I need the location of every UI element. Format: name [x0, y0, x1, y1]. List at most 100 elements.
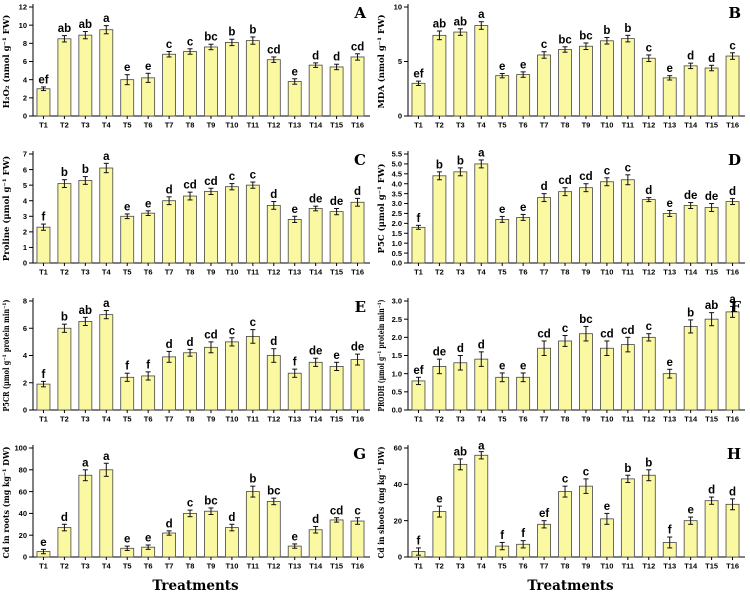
x-tick-label: T7 — [540, 562, 549, 571]
significance-letter: b — [687, 307, 694, 319]
bar-T13 — [287, 219, 302, 264]
significance-letter: de — [309, 194, 322, 206]
bar-T4 — [474, 25, 489, 117]
significance-letter: d — [708, 485, 715, 497]
bar-T4 — [99, 314, 114, 411]
x-tick-label: T14 — [684, 268, 698, 277]
significance-letter: ef — [539, 508, 549, 520]
x-tick-label: T5 — [123, 415, 132, 424]
x-tick-label: T2 — [60, 415, 69, 424]
bar-T4 — [99, 29, 114, 117]
bar-T12 — [641, 57, 656, 117]
significance-letter: f — [668, 525, 672, 537]
significance-letter: e — [667, 357, 673, 369]
x-tick-label: T14 — [684, 562, 698, 571]
significance-letter: cd — [600, 328, 613, 340]
bar-T16 — [350, 359, 365, 411]
significance-letter: d — [61, 512, 68, 524]
y-tick-label: 3.0 — [392, 297, 402, 306]
x-tick-label: T5 — [123, 121, 132, 130]
significance-letter: de — [684, 190, 697, 202]
x-tick-label: T11 — [622, 562, 635, 571]
bar-T12 — [641, 336, 656, 411]
x-axis-title: Treatments — [527, 578, 614, 594]
bar-T15 — [329, 366, 344, 411]
y-tick-label: 0 — [23, 406, 27, 415]
x-tick-label: T9 — [207, 121, 216, 130]
bar-T9 — [579, 485, 593, 558]
x-axis-title: Treatments — [152, 578, 239, 594]
bar-T15 — [704, 207, 719, 264]
bar-T3 — [78, 34, 93, 117]
x-tick-label: T8 — [561, 121, 570, 130]
y-tick-label: 0.5 — [392, 388, 402, 397]
x-tick-label: T15 — [330, 562, 343, 571]
significance-letter: cd — [330, 505, 343, 517]
x-tick-label: T11 — [622, 268, 635, 277]
significance-letter: e — [145, 533, 151, 545]
significance-letter: bc — [579, 314, 593, 326]
bar-T15 — [329, 211, 344, 264]
x-tick-label: T5 — [123, 562, 132, 571]
significance-letter: f — [521, 528, 525, 540]
significance-letter: bc — [204, 32, 218, 44]
bar-T9 — [579, 187, 593, 264]
x-tick-label: T8 — [561, 268, 570, 277]
y-axis-title: P5C (μmol g⁻¹ FW) — [376, 164, 387, 254]
bar-T10 — [225, 341, 239, 411]
significance-letter: b — [249, 474, 256, 486]
y-tick-label: 3 — [23, 212, 27, 221]
bar-T13 — [662, 373, 677, 411]
figure-row-4: 0 20 40 60 80 100 e T1 d T2 a T3 a T4 e T5 e T6 d T7 c T8 bc T9… — [0, 441, 750, 594]
x-tick-label: T15 — [330, 268, 343, 277]
y-tick-label: 40 — [394, 480, 402, 489]
significance-letter: ab — [433, 18, 446, 30]
x-tick-label: T7 — [540, 121, 549, 130]
significance-letter: f — [42, 212, 46, 224]
x-tick-label: T16 — [351, 268, 364, 277]
significance-letter: de — [309, 346, 322, 358]
significance-letter: c — [187, 36, 194, 48]
significance-letter: bc — [204, 495, 218, 507]
bar-T15 — [329, 519, 344, 558]
y-tick-label: 10 — [394, 3, 402, 12]
significance-letter: ab — [79, 19, 92, 31]
x-tick-label: T11 — [622, 415, 635, 424]
bar-T5 — [495, 75, 510, 117]
x-tick-label: T15 — [705, 562, 718, 571]
significance-letter: e — [145, 198, 151, 210]
x-tick-label: T1 — [414, 268, 423, 277]
x-tick-label: T8 — [186, 415, 195, 424]
bar-T1 — [411, 82, 426, 117]
y-axis-title: Cd in roots (mg kg⁻¹ DW) — [1, 447, 12, 559]
y-tick-label: 3.0 — [392, 199, 402, 208]
y-tick-label: 5 — [398, 57, 402, 66]
x-tick-label: T8 — [561, 562, 570, 571]
bar-T2 — [57, 527, 72, 558]
x-tick-label: T5 — [498, 415, 507, 424]
y-tick-label: 100 — [14, 444, 27, 453]
bar-T15 — [704, 500, 719, 558]
bar-T14 — [683, 65, 698, 117]
x-tick-label: T13 — [288, 268, 301, 277]
bar-T16 — [350, 520, 365, 558]
panel-b-chart: 0510efT1abT2abT3aT4eT5eT6cT7bcT8bcT9bT10… — [375, 0, 750, 147]
bar-T6 — [516, 74, 531, 117]
x-tick-label: T10 — [600, 268, 613, 277]
x-tick-label: T3 — [456, 268, 465, 277]
x-tick-label: T5 — [498, 562, 507, 571]
bar-T10 — [600, 40, 614, 117]
bar-T10 — [225, 42, 239, 117]
y-tick-label: 20 — [394, 516, 402, 525]
significance-letter: e — [604, 501, 610, 513]
significance-letter: d — [312, 514, 319, 526]
x-tick-label: T12 — [267, 121, 280, 130]
significance-letter: e — [40, 537, 46, 549]
bar-T8 — [558, 491, 572, 558]
significance-letter: f — [293, 357, 297, 369]
significance-letter: c — [583, 466, 590, 478]
y-axis-title: H₂O₂ (nmol g⁻¹ FW) — [1, 15, 12, 109]
significance-letter: e — [520, 59, 526, 71]
significance-letter: c — [354, 505, 361, 517]
